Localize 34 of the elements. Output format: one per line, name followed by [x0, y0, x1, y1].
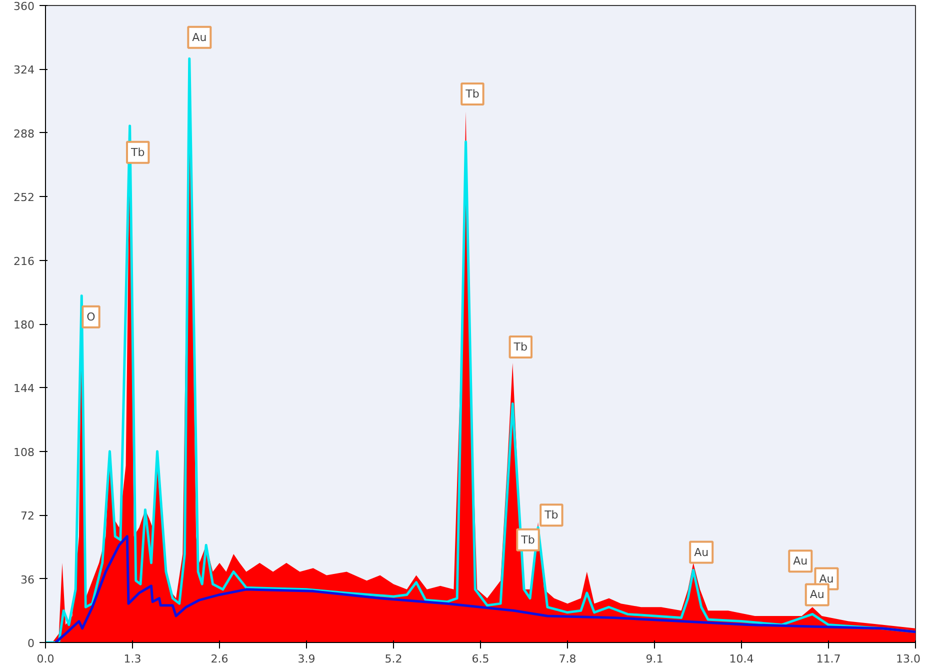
y-tick-label: 144 — [14, 382, 35, 396]
annotation: Tb — [512, 340, 528, 354]
y-tick-label: 0 — [28, 637, 34, 650]
annotation: Au — [793, 554, 808, 568]
y-tick-label: 36 — [20, 573, 35, 586]
annotation: O — [86, 310, 96, 324]
x-tick-label: 13.0 — [896, 652, 921, 666]
y-tick-label: 216 — [14, 254, 35, 268]
x-tick-label: 7.8 — [558, 652, 576, 666]
annotation: Au — [810, 588, 824, 602]
x-tick-label: 2.6 — [210, 652, 228, 666]
x-tick-label: 11.7 — [816, 652, 841, 666]
x-tick-label: 10.4 — [729, 652, 754, 666]
y-tick-label: 108 — [14, 446, 35, 459]
line-series — [54, 535, 916, 642]
annotation: Tb — [520, 533, 535, 546]
y-tick-label: 180 — [14, 318, 35, 332]
x-tick-label: 1.3 — [124, 652, 142, 666]
annotation: Tb — [544, 508, 558, 522]
x-tick-label: 9.1 — [646, 652, 664, 666]
annotation: Au — [819, 572, 834, 586]
annotation: Au — [694, 546, 709, 559]
y-tick-label: 72 — [20, 510, 35, 523]
annotation: Au — [192, 30, 207, 44]
y-tick-label: 360 — [14, 0, 35, 13]
annotation: Tb — [464, 87, 480, 100]
x-tick-label: 5.2 — [384, 652, 402, 666]
annotation: Tb — [130, 146, 145, 159]
y-tick-label: 324 — [14, 64, 35, 77]
y-tick-label: 252 — [14, 191, 35, 204]
y-tick-label: 288 — [14, 127, 35, 140]
x-tick-label: 3.9 — [298, 652, 316, 666]
x-tick-label: 6.5 — [472, 652, 490, 666]
x-tick-label: 0.0 — [36, 652, 54, 666]
